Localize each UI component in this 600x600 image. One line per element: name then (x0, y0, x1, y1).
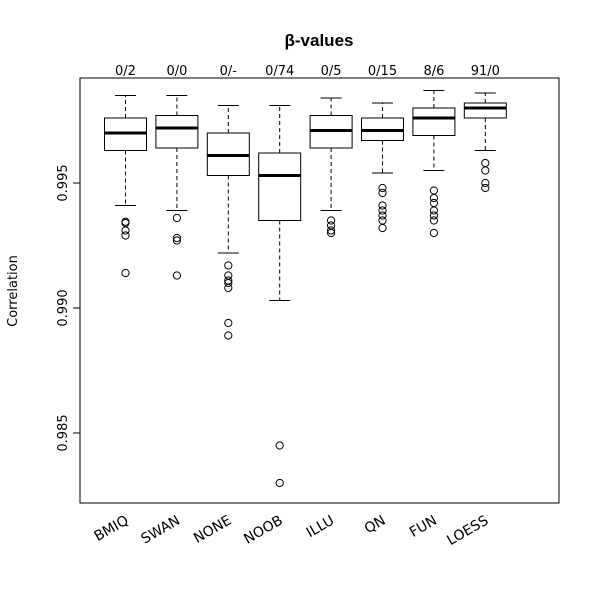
top-label: 0/15 (368, 64, 397, 79)
outlier-point (429, 206, 438, 215)
top-label: 0/0 (166, 64, 187, 79)
y-tick-label: 0.985 (56, 414, 71, 451)
top-label: 0/- (220, 64, 238, 79)
outlier-point (224, 318, 233, 328)
outlier-point (378, 211, 387, 220)
box-series (104, 90, 507, 488)
outlier-point (224, 331, 233, 340)
top-count-labels: 0/2 0/0 0/- 0/74 0/5 0/15 8/6 91/0 (115, 64, 500, 79)
y-tick-label: 0.995 (56, 164, 71, 201)
box-bmiq (104, 95, 147, 278)
plot-frame (79, 77, 560, 504)
outlier-point (378, 188, 387, 198)
box-noob (258, 105, 302, 488)
outlier-point (378, 223, 387, 233)
top-label: 91/0 (471, 64, 500, 79)
outlier-point (429, 216, 438, 225)
outlier-point (481, 178, 490, 188)
interquartile-box (463, 102, 507, 119)
outlier-point (224, 278, 233, 288)
top-label: 8/6 (423, 64, 444, 79)
outlier-point (481, 183, 490, 193)
outlier-point (327, 228, 336, 238)
outlier-point (275, 441, 284, 450)
interquartile-box (412, 107, 456, 136)
outlier-point (172, 236, 181, 245)
box-none (206, 105, 250, 340)
y-axis-label: Correlation (6, 255, 21, 327)
outlier-point (172, 271, 181, 280)
outlier-point (224, 283, 233, 293)
outlier-point (172, 233, 181, 243)
y-tick-label: 0.990 (56, 289, 71, 326)
chart-title: β-values (285, 31, 354, 50)
outlier-point (378, 201, 387, 210)
top-label: 0/2 (115, 64, 136, 79)
outlier-point (121, 268, 130, 278)
outlier-point (378, 183, 387, 193)
outlier-point (121, 226, 130, 235)
top-label: 0/5 (321, 64, 342, 79)
y-axis: 0.985 0.990 0.995 (56, 164, 80, 452)
outlier-point (429, 193, 438, 203)
outlier-point (275, 478, 284, 488)
box-fun (412, 90, 456, 238)
outlier-point (327, 226, 336, 235)
outlier-point (172, 213, 181, 223)
top-label: 0/74 (265, 64, 294, 79)
outlier-point (327, 216, 336, 225)
box-illu (309, 97, 353, 238)
outlier-point (121, 231, 130, 240)
interquartile-box (155, 115, 199, 149)
outlier-point (481, 166, 490, 175)
outlier-point (378, 206, 387, 215)
box-loess (463, 92, 507, 193)
outlier-point (429, 228, 438, 238)
interquartile-box (258, 152, 302, 221)
box-swan (155, 95, 199, 280)
outlier-point (429, 211, 438, 220)
box-qn (361, 102, 404, 233)
outlier-point (224, 261, 233, 270)
